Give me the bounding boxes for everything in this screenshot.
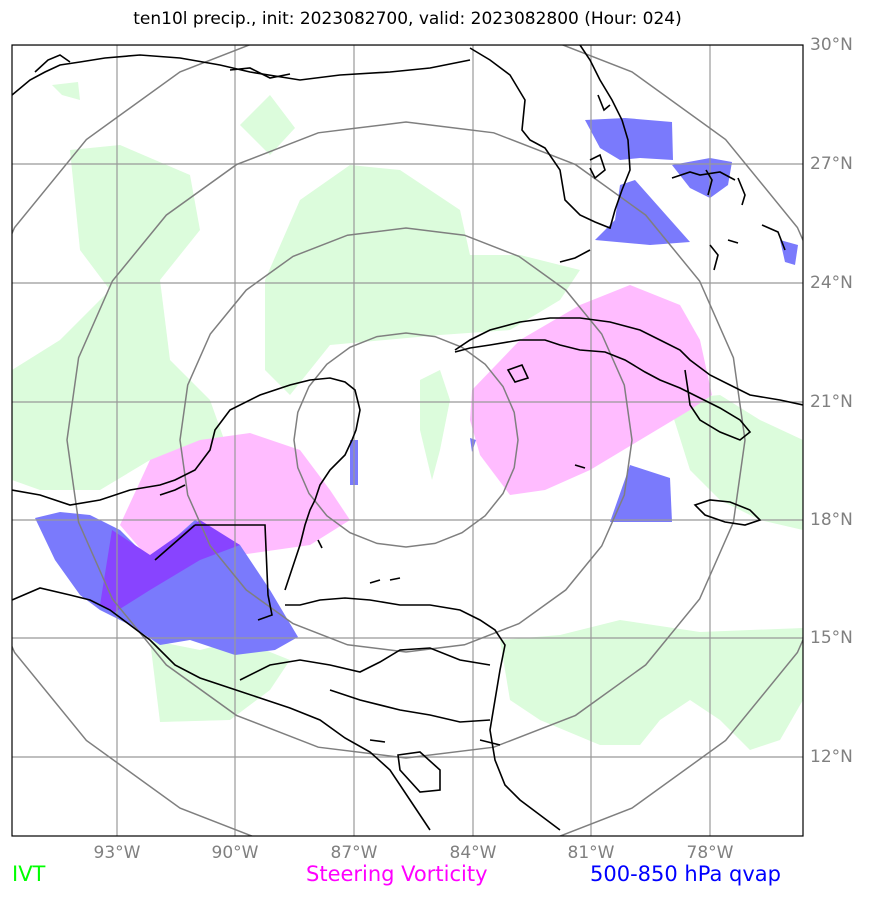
lon-label-87w: 87°W: [330, 843, 378, 863]
range-ring: [12, 45, 803, 836]
lat-label-30n: 30°N: [810, 35, 853, 55]
lat-label-18n: 18°N: [810, 510, 853, 530]
graticule: [12, 45, 803, 836]
legend-steering-vorticity: Steering Vorticity: [306, 862, 488, 886]
lat-label-21n: 21°N: [810, 392, 853, 412]
lon-label-81w: 81°W: [567, 843, 615, 863]
lon-label-90w: 90°W: [211, 843, 259, 863]
coastlines: [12, 45, 803, 831]
lon-label-84w: 84°W: [449, 843, 497, 863]
ivt-field: [12, 82, 803, 750]
lon-label-78w: 78°W: [686, 843, 734, 863]
lat-label-15n: 15°N: [810, 628, 853, 648]
lon-label-93w: 93°W: [93, 843, 141, 863]
lat-label-24n: 24°N: [810, 273, 853, 293]
range-ring: [66, 121, 746, 759]
range-ring: [293, 332, 519, 548]
legend-qvap: 500-850 hPa qvap: [590, 862, 781, 886]
lat-label-12n: 12°N: [810, 747, 853, 767]
range-ring: [179, 227, 633, 653]
range-rings: [12, 45, 803, 836]
legend-ivt: IVT: [12, 862, 46, 886]
map-frame: [11, 44, 804, 837]
map-title: ten10l precip., init: 2023082700, valid:…: [133, 9, 682, 29]
overlap-region: [100, 520, 240, 612]
lat-label-27n: 27°N: [810, 154, 853, 174]
